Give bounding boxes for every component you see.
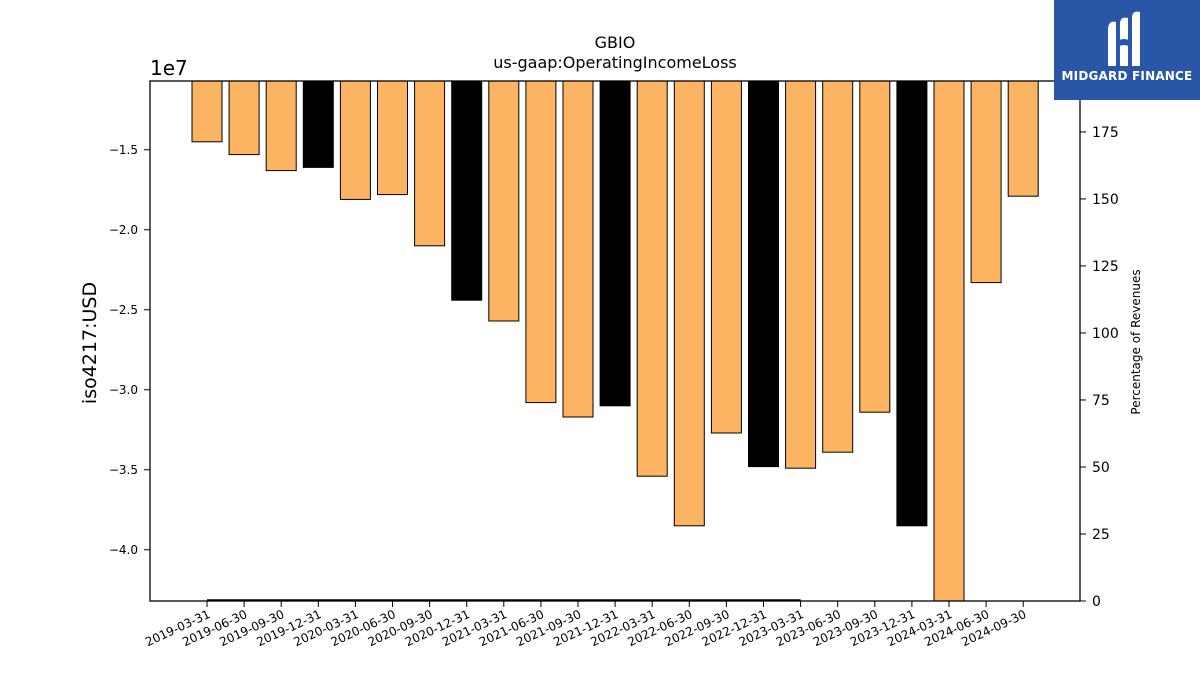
bar [451,80,483,301]
bar [562,80,594,418]
y-tick-label: −3.0 [109,383,138,397]
bar [822,80,854,453]
y-tick-label: −4.0 [109,543,138,557]
midgard-finance-logo: MIDGARD FINANCE [1054,0,1200,100]
bar [377,80,408,196]
y-tick-label: −2.5 [109,303,138,317]
bar [488,80,520,322]
bar [302,80,334,168]
bar [970,80,1002,284]
y2-axis-ticks: 0 25 50 75 100 125 150 175 [1080,125,1119,610]
bar [636,80,668,477]
bar [525,80,557,404]
bar [265,80,297,172]
bar [673,80,705,527]
y2-tick-label: 175 [1092,125,1119,141]
bar [414,80,446,247]
y-tick-label: −2.0 [109,223,138,237]
bar [896,80,928,527]
y2-tick-label: 25 [1092,527,1110,543]
bar [785,80,817,469]
chart-title: GBIO [595,33,636,52]
y2-axis-label: Percentage of Revenues [1129,269,1143,414]
x-axis-ticks: 2019-03-312019-06-302019-09-302019-12-31… [143,601,1028,649]
y2-tick-label: 50 [1092,460,1110,476]
y-tick-label: −3.5 [109,463,138,477]
y2-tick-label: 75 [1092,393,1110,409]
midgard-logo-icon [1108,11,1140,67]
bar [859,80,891,413]
y2-tick-label: 100 [1092,326,1119,342]
bar [599,80,631,407]
y2-tick-label: 125 [1092,259,1119,275]
bar [748,80,779,468]
bar [228,80,260,156]
logo-text: MIDGARD FINANCE [1061,69,1193,83]
y-tick-label: −1.5 [109,143,138,157]
bar [710,80,742,434]
bar [933,80,965,602]
y2-tick-label: 150 [1092,192,1119,208]
y2-tick-label: 0 [1092,594,1101,610]
bar [191,80,223,143]
bars-group [191,80,1039,602]
y-axis-ticks: −1.5 −2.0 −2.5 −3.0 −3.5 −4.0 [109,143,150,557]
bar [339,80,371,200]
chart-subtitle: us-gaap:OperatingIncomeLoss [493,53,737,72]
y-axis-label: iso4217:USD [79,282,101,404]
bar [1007,80,1039,197]
y-offset-label: 1e7 [150,56,188,80]
